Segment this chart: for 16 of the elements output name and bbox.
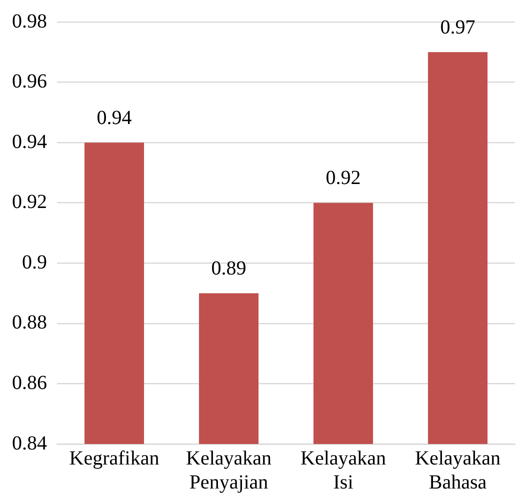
y-tick-label: 0.92 xyxy=(12,191,47,214)
data-label: 0.89 xyxy=(211,258,246,280)
data-label: 0.97 xyxy=(440,16,476,38)
x-tick-label: Kelayakan Isi xyxy=(300,447,386,494)
y-tick-label: 0.9 xyxy=(22,251,47,274)
y-tick-label: 0.88 xyxy=(12,312,47,334)
y-tick-label: 0.98 xyxy=(12,10,47,32)
data-label: 0.92 xyxy=(326,167,361,190)
x-tick-label: Kelayakan Bahasa xyxy=(414,447,501,494)
x-tick-label: Kelayakan Penyajian xyxy=(186,447,272,494)
x-tick-label: Kegrafikan xyxy=(69,447,160,470)
y-tick-label: 0.94 xyxy=(12,130,47,153)
y-tick-label: 0.86 xyxy=(12,372,47,394)
y-tick-label: 0.96 xyxy=(12,70,47,93)
y-tick-label: 0.84 xyxy=(12,432,47,454)
data-label: 0.94 xyxy=(96,106,132,129)
